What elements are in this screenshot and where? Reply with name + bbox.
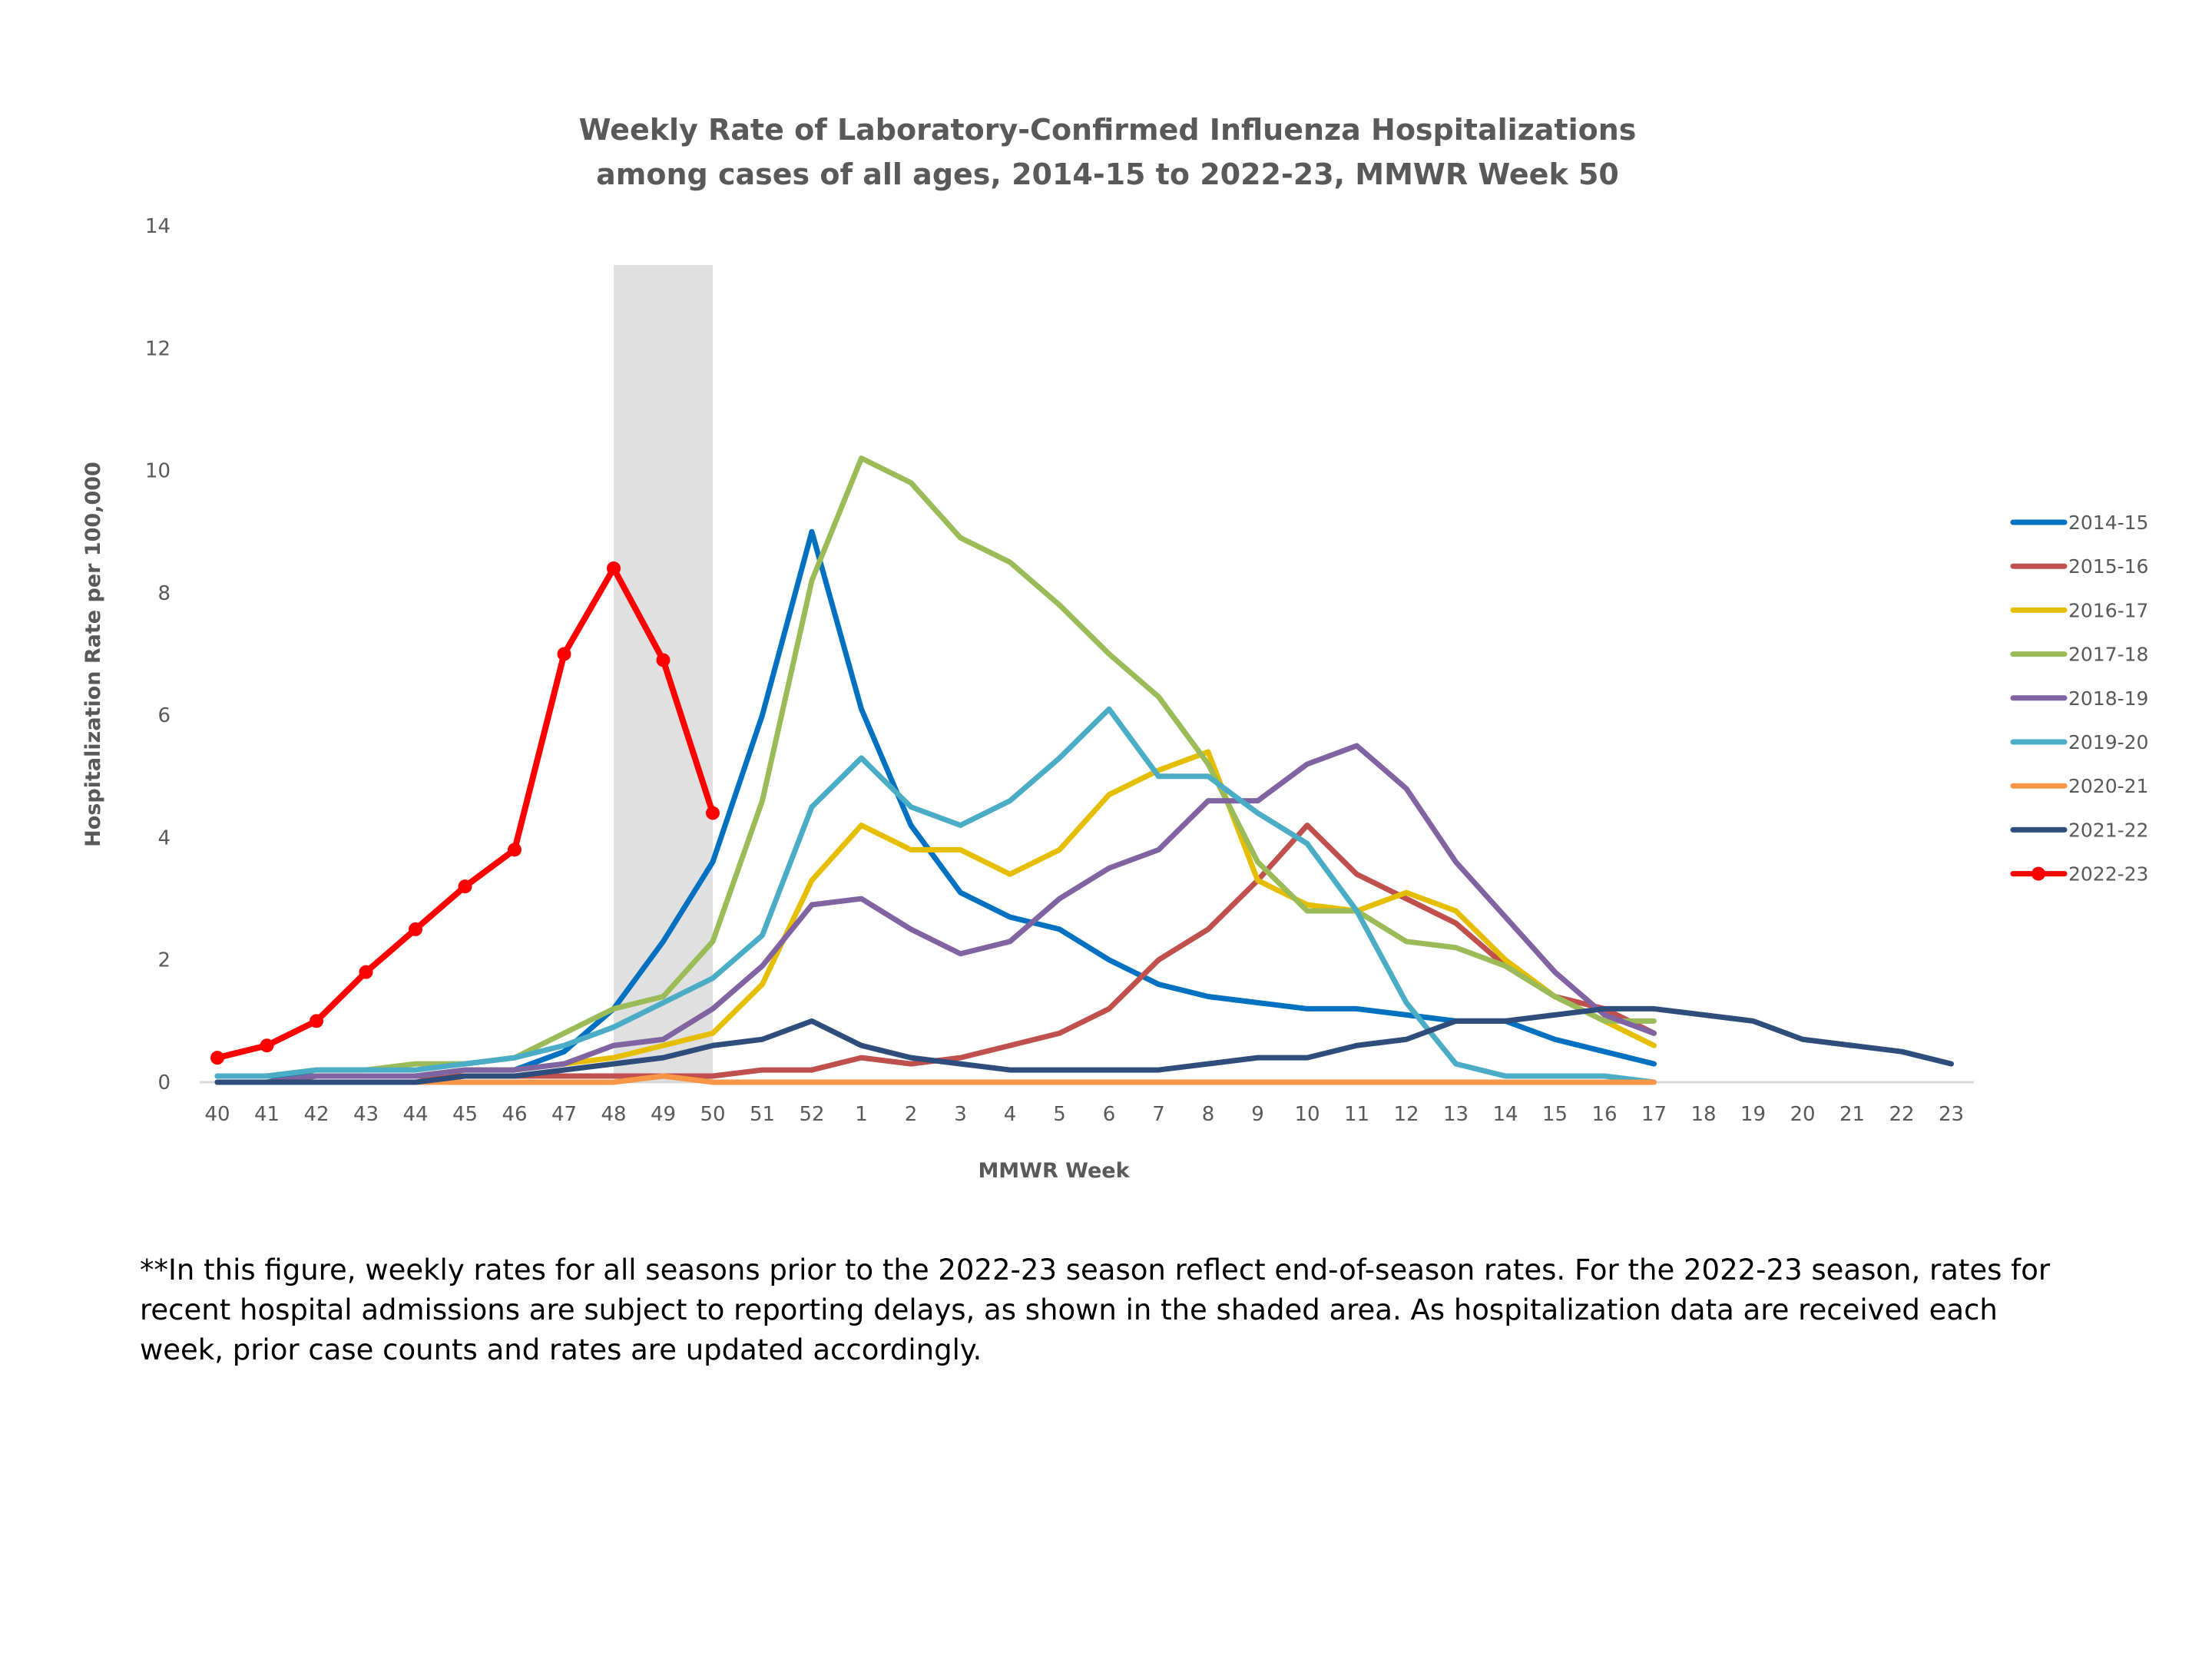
series-2021-22 xyxy=(214,1005,1954,1085)
data-point xyxy=(310,1014,323,1028)
x-tick-label: 43 xyxy=(353,1103,379,1126)
series-line xyxy=(214,1005,1954,1085)
data-point xyxy=(508,843,522,857)
x-tick-label: 9 xyxy=(1251,1103,1264,1126)
chart-title-line-2: among cases of all ages, 2014-15 to 2022… xyxy=(596,157,1619,191)
legend-item: 2018-19 xyxy=(2010,687,2148,710)
x-tick-label: 47 xyxy=(551,1103,577,1126)
series-2017-18 xyxy=(214,455,1657,1079)
x-tick-label: 51 xyxy=(750,1103,775,1126)
legend-item: 2015-16 xyxy=(2010,555,2148,578)
data-point xyxy=(458,879,472,894)
data-point xyxy=(656,653,671,667)
series-2022-23 xyxy=(210,561,720,1065)
x-tick-label: 15 xyxy=(1542,1103,1568,1126)
footnote: **In this figure, weekly rates for all s… xyxy=(140,1253,2051,1366)
x-tick-label: 45 xyxy=(452,1103,478,1126)
x-tick-label: 10 xyxy=(1294,1103,1320,1126)
legend-item: 2022-23 xyxy=(2010,863,2148,886)
series-2014-15 xyxy=(214,528,1657,1079)
x-tick-label: 3 xyxy=(954,1103,967,1126)
series-line xyxy=(214,706,1657,1085)
data-point xyxy=(359,965,373,979)
y-tick-label: 10 xyxy=(145,460,171,483)
x-tick-label: 14 xyxy=(1492,1103,1518,1126)
data-point xyxy=(557,647,571,661)
y-tick-label: 14 xyxy=(145,215,171,238)
series-2020-21 xyxy=(214,1073,1657,1085)
legend-label: 2022-23 xyxy=(2068,863,2148,886)
x-tick-label: 13 xyxy=(1443,1103,1469,1126)
x-tick-label: 2 xyxy=(905,1103,918,1126)
data-point xyxy=(607,561,621,575)
chart-title-line-1: Weekly Rate of Laboratory-Confirmed Infl… xyxy=(579,113,1637,147)
legend-label: 2020-21 xyxy=(2068,775,2148,797)
series-line xyxy=(214,528,1657,1079)
y-tick-label: 2 xyxy=(157,949,171,972)
x-tick-label: 19 xyxy=(1740,1103,1766,1126)
x-tick-label: 22 xyxy=(1889,1103,1914,1126)
legend: 2014-15 2015-16 2016-17 2017-18 2018-19 2019-… xyxy=(2010,512,2148,886)
y-tick-label: 8 xyxy=(157,582,171,605)
series-2019-20 xyxy=(214,706,1657,1085)
x-tick-label: 41 xyxy=(254,1103,280,1126)
legend-label: 2019-20 xyxy=(2068,731,2148,753)
legend-label: 2021-22 xyxy=(2068,819,2148,841)
legend-label: 2017-18 xyxy=(2068,644,2148,666)
data-point xyxy=(706,806,720,820)
legend-label: 2016-17 xyxy=(2068,599,2148,621)
legend-item: 2014-15 xyxy=(2010,512,2148,534)
x-tick-label: 21 xyxy=(1839,1103,1865,1126)
legend-item: 2016-17 xyxy=(2010,599,2148,621)
legend-item: 2020-21 xyxy=(2010,775,2148,797)
x-tick-label: 46 xyxy=(502,1103,527,1126)
series-line xyxy=(214,1073,1657,1085)
legend-label: 2014-15 xyxy=(2068,512,2148,534)
y-tick-label: 6 xyxy=(157,704,171,727)
x-tick-label: 11 xyxy=(1344,1103,1369,1126)
series-2018-19 xyxy=(214,743,1657,1085)
x-tick-label: 7 xyxy=(1152,1103,1165,1126)
x-tick-label: 44 xyxy=(402,1103,428,1126)
x-tick-label: 48 xyxy=(601,1103,626,1126)
data-point xyxy=(210,1051,224,1065)
x-tick-label: 49 xyxy=(651,1103,676,1126)
x-tick-label: 16 xyxy=(1591,1103,1617,1126)
legend-item: 2021-22 xyxy=(2010,819,2148,841)
y-tick-label: 4 xyxy=(157,826,171,849)
x-tick-label: 6 xyxy=(1103,1103,1116,1126)
data-point xyxy=(409,922,422,936)
legend-item: 2019-20 xyxy=(2010,731,2148,753)
legend-marker xyxy=(2032,866,2045,881)
x-tick-label: 1 xyxy=(855,1103,868,1126)
x-tick-label: 23 xyxy=(1939,1103,1964,1126)
x-tick-label: 40 xyxy=(204,1103,230,1126)
y-axis-label: Hospitalization Rate per 100,000 xyxy=(81,462,105,847)
legend-item: 2017-18 xyxy=(2010,644,2148,666)
x-tick-label: 4 xyxy=(1004,1103,1017,1126)
y-tick-label: 0 xyxy=(157,1071,171,1094)
x-tick-label: 50 xyxy=(700,1103,725,1126)
legend-label: 2018-19 xyxy=(2068,687,2148,710)
data-point xyxy=(260,1038,274,1053)
legend-label: 2015-16 xyxy=(2068,555,2148,578)
x-axis-label: MMWR Week xyxy=(978,1159,1130,1183)
series-line xyxy=(214,455,1657,1079)
x-tick-label: 20 xyxy=(1790,1103,1815,1126)
x-tick-label: 17 xyxy=(1641,1103,1667,1126)
x-tick-label: 42 xyxy=(303,1103,329,1126)
x-tick-label: 18 xyxy=(1690,1103,1716,1126)
x-tick-label: 52 xyxy=(799,1103,824,1126)
y-tick-label: 12 xyxy=(145,337,171,360)
x-tick-label: 12 xyxy=(1393,1103,1419,1126)
series-line xyxy=(214,743,1657,1085)
x-tick-label: 8 xyxy=(1202,1103,1215,1126)
x-tick-label: 5 xyxy=(1053,1103,1066,1126)
